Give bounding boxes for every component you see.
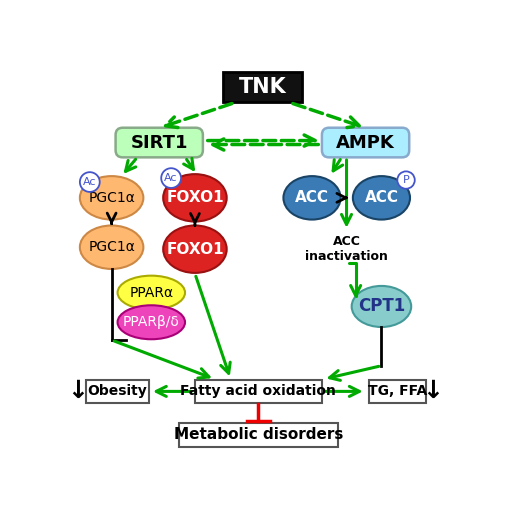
Ellipse shape (118, 275, 185, 310)
Text: PPARα: PPARα (129, 286, 174, 300)
Text: Obesity: Obesity (88, 384, 147, 399)
Text: PPARβ/δ: PPARβ/δ (123, 315, 180, 329)
Text: ACC: ACC (365, 190, 398, 205)
Ellipse shape (352, 286, 411, 327)
Text: P: P (402, 175, 410, 185)
Text: TG, FFA: TG, FFA (368, 384, 427, 399)
Text: ↓: ↓ (67, 380, 88, 403)
FancyBboxPatch shape (116, 128, 203, 157)
Ellipse shape (80, 226, 143, 269)
FancyBboxPatch shape (322, 128, 409, 157)
Ellipse shape (118, 305, 185, 339)
FancyBboxPatch shape (195, 380, 322, 403)
Ellipse shape (353, 176, 410, 220)
Text: PGC1α: PGC1α (88, 191, 135, 205)
Circle shape (161, 168, 181, 188)
Text: ACC
inactivation: ACC inactivation (305, 235, 388, 263)
Text: ↓: ↓ (422, 380, 443, 403)
Text: Fatty acid oxidation: Fatty acid oxidation (181, 384, 336, 399)
FancyBboxPatch shape (179, 423, 338, 447)
FancyBboxPatch shape (223, 72, 302, 102)
Text: CPT1: CPT1 (358, 298, 405, 315)
Ellipse shape (163, 174, 227, 222)
FancyBboxPatch shape (369, 380, 426, 403)
FancyBboxPatch shape (86, 380, 150, 403)
Text: SIRT1: SIRT1 (131, 133, 188, 151)
Ellipse shape (284, 176, 340, 220)
Text: FOXO1: FOXO1 (166, 242, 224, 256)
Text: Metabolic disorders: Metabolic disorders (174, 427, 343, 442)
Text: Ac: Ac (164, 173, 178, 183)
Circle shape (80, 172, 100, 192)
Ellipse shape (80, 176, 143, 220)
Text: ACC: ACC (295, 190, 329, 205)
Ellipse shape (163, 226, 227, 273)
Text: FOXO1: FOXO1 (166, 190, 224, 205)
Circle shape (397, 171, 415, 189)
Text: PGC1α: PGC1α (88, 240, 135, 254)
Text: Ac: Ac (83, 177, 97, 187)
Text: AMPK: AMPK (336, 133, 395, 151)
Text: TNK: TNK (239, 77, 286, 97)
